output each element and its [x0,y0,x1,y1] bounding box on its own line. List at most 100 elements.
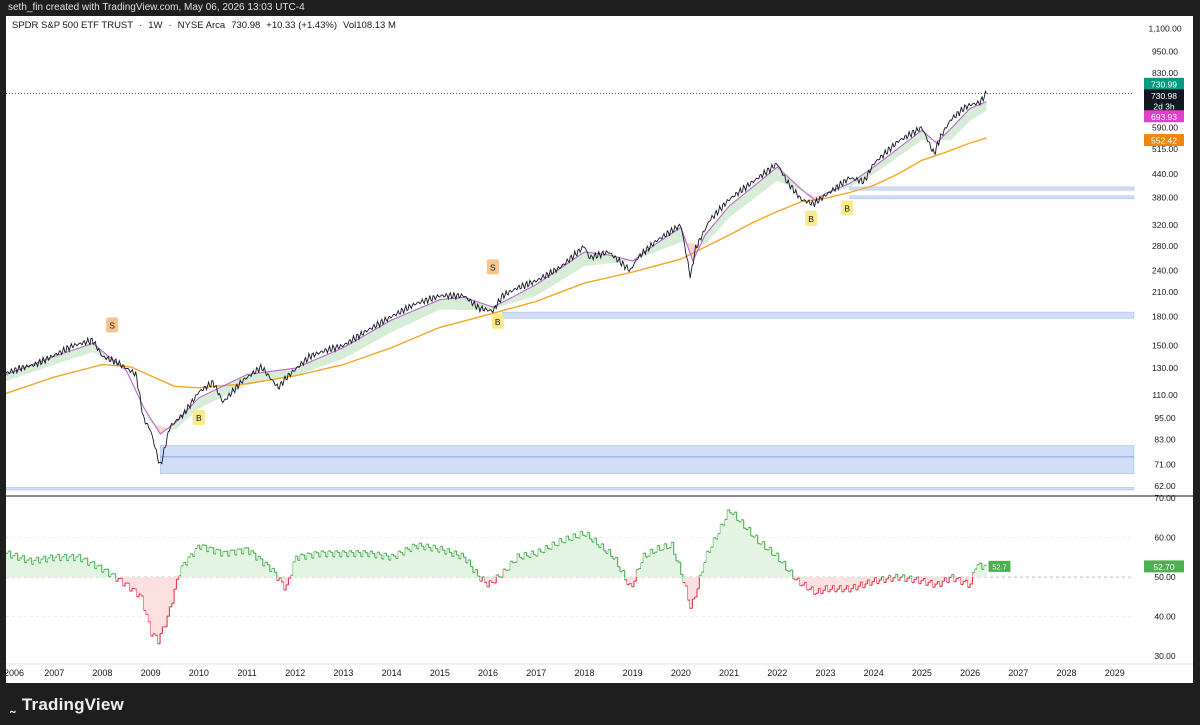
rsi-fill [416,548,420,578]
trend-band [713,221,716,235]
rsi-fill [496,574,499,578]
trend-band [864,171,867,179]
x-tick-label: 2021 [719,668,739,678]
trend-band [547,275,550,289]
price-badge[interactable] [1144,134,1184,147]
rsi-fill [645,557,649,578]
trend-band [755,183,758,198]
rsi-fill [764,549,768,578]
trend-band [664,236,667,249]
rsi-fill [596,544,600,578]
price-badge[interactable] [1144,89,1184,102]
rsi-fill [974,569,978,578]
trend-band [351,342,354,355]
rsi-fill [844,577,847,590]
buy-signal-marker[interactable] [841,200,854,216]
trend-band [590,252,593,266]
trend-band [447,298,450,310]
rsi-fill [615,557,618,578]
rsi-fill [398,551,401,578]
rsi-fill [440,546,443,578]
rsi-fill [409,551,413,578]
trend-band [896,148,899,159]
rsi-fill [167,577,170,617]
rsi-fill [540,552,544,578]
rsi-fill [582,535,586,578]
trend-band [651,245,654,254]
trend-band [429,303,432,315]
buy-signal-marker[interactable] [805,210,818,226]
rsi-fill [668,547,672,578]
rsi-y-tick-label: 40.00 [1154,612,1176,622]
sell-signal-marker[interactable] [486,259,499,275]
rsi-fill [652,553,656,578]
symbol-legend: SPDR S&P 500 ETF TRUST · 1W · NYSE Arca 730.9… [12,20,396,31]
rsi-fill [659,550,663,578]
tradingview-logo[interactable]: ˷ TradingView [10,695,124,715]
trend-band [298,366,301,375]
rsi-fill [855,577,859,590]
trend-band [443,299,446,310]
trend-band [715,219,718,233]
footer-bar: ˷ TradingView [0,683,1200,725]
rsi-fill [575,537,579,578]
price-badge[interactable] [1144,110,1184,123]
x-tick-label: 2008 [92,668,112,678]
trend-band [306,362,308,372]
trend-band [80,346,83,356]
trend-band [384,322,387,337]
price-badge-label: 693.93 [1151,112,1177,122]
trend-band [404,313,407,327]
trend-band [253,373,256,384]
rsi-fill [169,577,173,607]
trend-band [578,254,581,270]
y-tick-label: 83.00 [1154,435,1176,445]
rsi-fill [360,556,364,578]
trend-band [709,226,712,240]
rsi-fill [27,560,30,578]
rsi-last-value-flag[interactable] [988,560,1011,572]
rsi-fill [391,554,394,578]
buy-signal-marker[interactable] [192,410,205,426]
rsi-fill [685,577,688,587]
trend-band [676,228,679,244]
rsi-fill [813,577,817,595]
trend-band [90,343,93,353]
rsi-fill [643,553,646,578]
trend-band [382,324,385,338]
price-badge[interactable] [1144,99,1184,112]
sell-signal-marker[interactable] [106,317,119,333]
trend-band [653,244,656,254]
trend-band [811,195,814,200]
rsi-fill [454,550,457,578]
trend-band [56,354,59,364]
rsi-fill [650,549,653,578]
trend-band [606,254,609,264]
trend-band [206,393,208,405]
rsi-badge[interactable] [1144,560,1184,573]
rsi-fill [197,545,201,578]
trend-band [202,395,205,407]
rsi-fill [407,549,411,578]
trend-band [217,387,220,400]
trend-band [49,357,52,367]
trend-band [9,372,12,380]
price-badge[interactable] [1144,77,1184,90]
rsi-fill [181,565,184,578]
trend-band [584,251,587,267]
chart-panel[interactable]: SBSBBB1,100.00950.00830.00730.00590.0051… [6,16,1193,683]
trend-band [978,104,981,116]
trend-band [449,298,452,310]
chart-canvas[interactable]: SBSBBB1,100.00950.00830.00730.00590.0051… [6,16,1193,683]
rsi-fill [24,562,28,578]
rsi-fill [743,528,747,578]
x-tick-label: 2020 [671,668,691,678]
rsi-fill [148,577,152,622]
rsi-fill [563,542,567,578]
price-badge-label: 730.98 [1151,91,1177,101]
rsi-fill [820,577,824,594]
rsi-fill [846,577,850,586]
buy-signal-marker[interactable] [491,313,504,329]
rsi-fill [963,577,966,582]
rsi-fill [374,557,378,578]
